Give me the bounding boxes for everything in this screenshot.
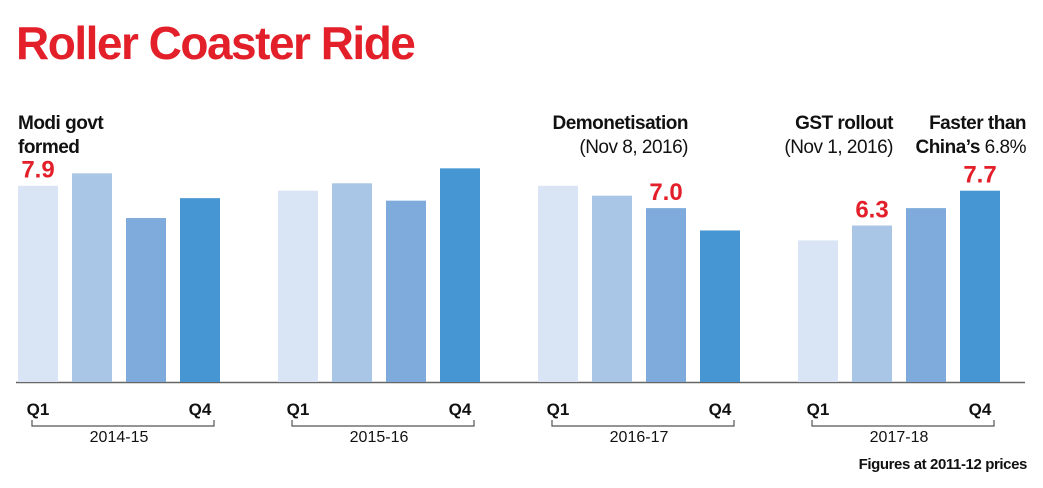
chart-title: Roller Coaster Ride [16, 17, 416, 69]
group-bracket-2014-15 [31, 420, 215, 427]
quarter-label-2017-18-Q4: Q4 [969, 400, 992, 419]
bar-2014-15-4 [180, 198, 220, 382]
quarter-label-2015-16-Q4: Q4 [449, 400, 472, 419]
annotation-gst-line2: (Nov 1, 2016) [784, 137, 893, 158]
bar-2017-18-1 [798, 240, 838, 382]
quarter-label-2016-17-Q1: Q1 [547, 400, 570, 419]
annotation-modi-line2: formed [18, 137, 80, 158]
bar-2014-15-2 [72, 173, 112, 382]
bar-2017-18-2 [852, 225, 892, 382]
data-label-2017-18-4: 7.7 [963, 162, 996, 189]
quarter-label-2014-15-Q1: Q1 [27, 400, 50, 419]
bar-2015-16-1 [278, 190, 318, 382]
quarter-label-2016-17-Q4: Q4 [709, 400, 732, 419]
bar-2015-16-3 [386, 200, 426, 382]
group-bracket-2017-18 [811, 420, 995, 427]
annotation-faster-than-china: Faster than China’s 6.8% [915, 112, 1026, 160]
annotation-gst-rollout: GST rollout (Nov 1, 2016) [784, 112, 893, 160]
group-label-2017-18: 2017-18 [870, 429, 929, 446]
bar-2015-16-4 [440, 168, 480, 382]
quarter-label-2014-15-Q4: Q4 [189, 400, 212, 419]
annotation-modi-line1: Modi govt [18, 113, 104, 134]
data-label-2014-15-1: 7.9 [21, 157, 54, 184]
annotation-demo-line1: Demonetisation [552, 113, 688, 134]
bar-2017-18-4 [960, 190, 1000, 382]
annotation-demonetisation: Demonetisation (Nov 8, 2016) [552, 112, 688, 160]
quarter-label-2017-18-Q1: Q1 [807, 400, 830, 419]
annotation-china-line1: Faster than [929, 113, 1026, 134]
annotation-china-rest: 6.8% [979, 137, 1027, 158]
bar-2016-17-3 [646, 208, 686, 382]
bar-2016-17-2 [592, 195, 632, 382]
quarter-label-2015-16-Q1: Q1 [287, 400, 310, 419]
annotation-demo-line2: (Nov 8, 2016) [579, 137, 688, 158]
annotation-china-line2: China’s 6.8% [915, 136, 1026, 160]
group-bracket-2016-17 [551, 420, 735, 427]
group-bracket-2015-16 [291, 420, 475, 427]
bar-2014-15-1 [18, 185, 58, 382]
data-label-2017-18-2: 6.3 [855, 196, 888, 223]
bar-2017-18-3 [906, 208, 946, 382]
bar-2014-15-3 [126, 218, 166, 382]
group-label-2015-16: 2015-16 [350, 429, 409, 446]
bar-2015-16-2 [332, 183, 372, 382]
annotation-modi-govt: Modi govt formed [18, 112, 104, 160]
annotation-gst-line1: GST rollout [795, 113, 893, 134]
annotation-china-bold: China’s [915, 137, 980, 158]
group-label-2016-17: 2016-17 [610, 429, 669, 446]
group-label-2014-15: 2014-15 [90, 429, 149, 446]
footnote: Figures at 2011-12 prices [858, 456, 1028, 473]
data-label-2016-17-3: 7.0 [649, 179, 682, 206]
bar-2016-17-1 [538, 185, 578, 382]
bar-2016-17-4 [700, 230, 740, 382]
